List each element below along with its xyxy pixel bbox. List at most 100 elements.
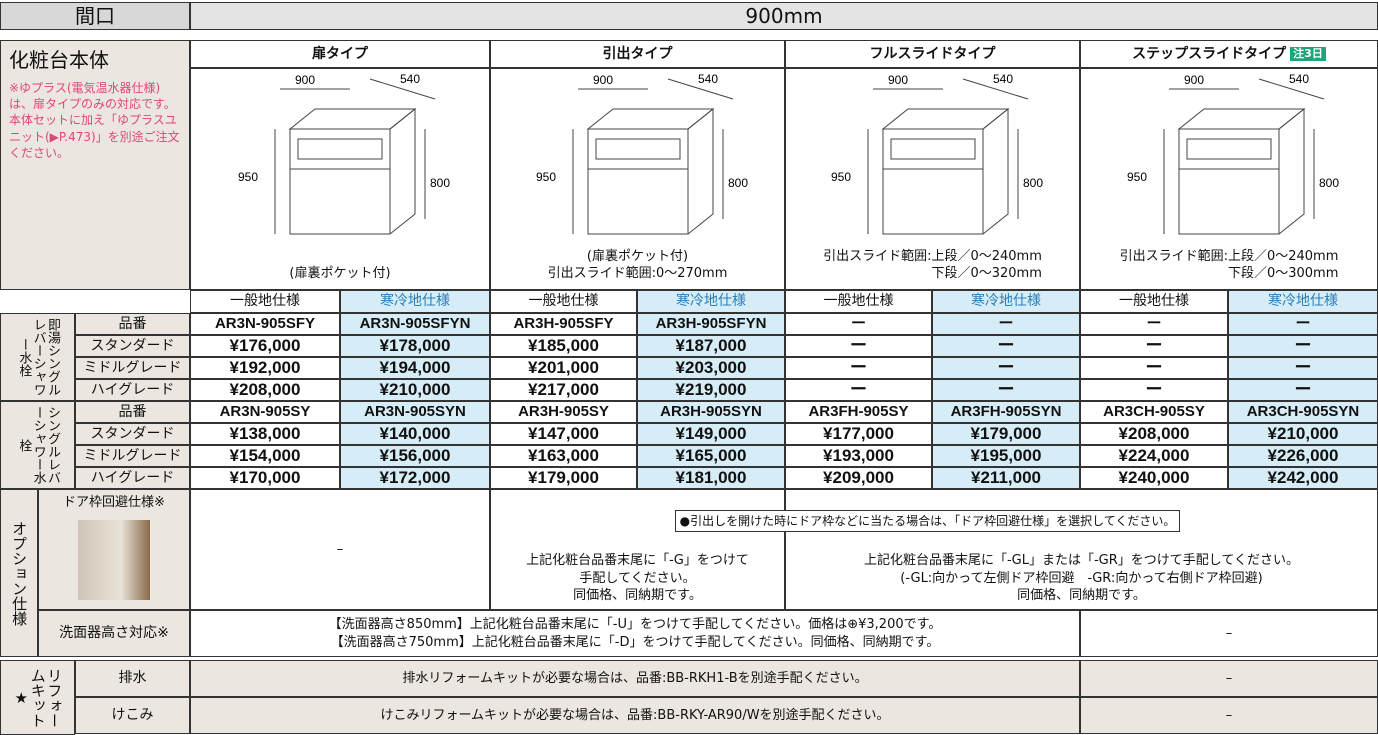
- price-text: ¥163,000: [528, 445, 599, 465]
- price-cell: AR3H-905SFY: [490, 313, 637, 335]
- height-option-line: 【洗面器高さ850mm】上記化粧台品番末尾に「-U」をつけて手配してください。価…: [328, 616, 942, 632]
- price-cell: ¥172,000: [340, 467, 490, 489]
- price-cell: AR3CH-905SYN: [1228, 401, 1378, 423]
- kit-row-label-text: 排水: [118, 670, 147, 687]
- price-text: ¥217,000: [528, 379, 599, 399]
- dimension-label: 540: [400, 72, 420, 86]
- door-option-line: 上記化粧台品番末尾に「-G」をつけて: [526, 553, 749, 569]
- row-label-text: ハイグレード: [90, 381, 175, 398]
- price-text: ー: [1145, 357, 1163, 377]
- row-label: スタンダード: [75, 423, 190, 445]
- price-text: ー: [1294, 357, 1312, 377]
- price-cell: ー: [1080, 335, 1228, 357]
- price-cell: AR3H-905SYN: [637, 401, 785, 423]
- type-note: 引出スライド範囲:0〜270mm: [547, 266, 728, 282]
- row-label: ミドルグレード: [75, 357, 190, 379]
- price-text: ¥240,000: [1118, 467, 1190, 487]
- kit-text: 排水リフォームキットが必要な場合は、品番:BB-RKH1-Bを別途手配ください。: [402, 670, 868, 686]
- spec-header: 一般地仕様: [1080, 290, 1228, 313]
- spec-label: 一般地仕様: [528, 293, 599, 310]
- row-label: ハイグレード: [75, 379, 190, 401]
- header-label: 間口: [0, 2, 190, 30]
- price-cell: ¥192,000: [190, 357, 340, 379]
- price-text: ー: [1145, 335, 1163, 355]
- type-note: 引出スライド範囲:上段／0〜240mm: [1119, 248, 1339, 264]
- price-text: ¥211,000: [971, 467, 1041, 487]
- price-text: ー: [998, 314, 1014, 332]
- type-image: 900 540 950 800 引出スライド範囲:上段／0〜240mm 下段／0〜320m…: [785, 68, 1080, 290]
- dimension-label: 800: [430, 176, 450, 190]
- price-cell: ¥181,000: [637, 467, 785, 489]
- price-text: ー: [997, 335, 1015, 355]
- price-text: ¥203,000: [675, 357, 747, 377]
- price-cell: ー: [932, 357, 1080, 379]
- dimension-label: 950: [535, 170, 555, 184]
- price-text: ¥140,000: [379, 423, 451, 443]
- height-label-text: 洗面器高さ対応※: [59, 625, 169, 642]
- type-note: 下段／0〜300mm: [1227, 266, 1339, 282]
- price-cell: ¥187,000: [637, 335, 785, 357]
- price-cell: AR3H-905SFYN: [637, 313, 785, 335]
- price-cell: ¥163,000: [490, 445, 637, 467]
- price-cell: ¥219,000: [637, 379, 785, 401]
- dimension-label: 800: [1319, 176, 1339, 190]
- header-label-text: 間口: [75, 3, 115, 28]
- kit-row-label: 排水: [75, 660, 190, 697]
- price-cell: ¥210,000: [340, 379, 490, 401]
- row-label-text: ハイグレード: [90, 469, 175, 486]
- spec-label: 一般地仕様: [823, 293, 894, 310]
- price-cell: ー: [932, 335, 1080, 357]
- door-type-text: –: [336, 541, 344, 557]
- price-cell: AR3H-905SY: [490, 401, 637, 423]
- cabinet-drawing: 900 540 950 800: [535, 72, 748, 235]
- type-badge: 注3日: [1290, 46, 1326, 62]
- price-cell: ¥185,000: [490, 335, 637, 357]
- row-label-text: ミドルグレード: [83, 447, 182, 464]
- type-header: ステップスライドタイプ 注3日: [1080, 40, 1378, 68]
- type-note: 引出スライド範囲:上段／0〜240mm: [823, 248, 1042, 264]
- notice-text: ●引出しを開けた時にドア枠などに当たる場合は、「ドア枠回避仕様」を選択してくださ…: [679, 513, 1176, 528]
- door-option-cell: –: [190, 489, 490, 610]
- spec-label: 寒冷地仕様: [1268, 293, 1338, 310]
- header-value: 900mm: [190, 2, 1378, 30]
- price-cell: ¥208,000: [190, 379, 340, 401]
- price-text: AR3FH-905SYN: [950, 402, 1062, 420]
- type-header: 引出タイプ: [490, 40, 785, 68]
- dimension-label: 900: [592, 73, 612, 87]
- height-option-line: 【洗面器高さ750mm】上記化粧台品番末尾に「-D」をつけて手配してください。同…: [330, 634, 940, 650]
- price-cell: ¥178,000: [340, 335, 490, 357]
- price-cell: ー: [1228, 313, 1378, 335]
- price-cell: ¥179,000: [490, 467, 637, 489]
- door-option-cell: 上記化粧台品番末尾に「-GL」または「-GR」をつけて手配してください。 (-GL…: [785, 489, 1378, 610]
- spec-header: 寒冷地仕様: [1228, 290, 1378, 313]
- price-cell: ー: [1080, 357, 1228, 379]
- price-cell: ¥201,000: [490, 357, 637, 379]
- price-text: ¥194,000: [379, 357, 451, 377]
- row-label: 品番: [75, 401, 190, 423]
- price-cell: ¥147,000: [490, 423, 637, 445]
- price-text: ¥172,000: [379, 467, 451, 487]
- type-note: (扉裏ポケット付): [289, 266, 391, 282]
- row-label: ハイグレード: [75, 467, 190, 489]
- price-text: ¥179,000: [528, 467, 599, 487]
- price-text: AR3N-905SYN: [364, 402, 466, 420]
- price-text: ー: [997, 379, 1015, 399]
- kit-text: けこみリフォームキットが必要な場合は、品番:BB-RKY-AR90/Wを別途手配…: [380, 707, 890, 723]
- price-cell: ー: [785, 379, 932, 401]
- price-cell: ¥210,000: [1228, 423, 1378, 445]
- price-text: ー: [1295, 314, 1311, 332]
- type-header: フルスライドタイプ: [785, 40, 1080, 68]
- price-cell: ¥170,000: [190, 467, 340, 489]
- dimension-label: 540: [992, 72, 1012, 86]
- price-cell: ー: [785, 357, 932, 379]
- dimension-label: 900: [295, 73, 315, 87]
- group-label-text: 即湯シングルレバーシャワー水栓: [16, 318, 60, 396]
- spec-label: 寒冷地仕様: [971, 293, 1041, 310]
- dimension-label: 950: [830, 170, 850, 184]
- price-text: ¥179,000: [970, 423, 1042, 443]
- height-label: 洗面器高さ対応※: [38, 610, 190, 657]
- dimension-label: 900: [887, 73, 907, 87]
- price-text: ¥210,000: [379, 379, 451, 399]
- cabinet-drawing: 900 540 950 800: [830, 72, 1043, 235]
- price-cell: ー: [1228, 335, 1378, 357]
